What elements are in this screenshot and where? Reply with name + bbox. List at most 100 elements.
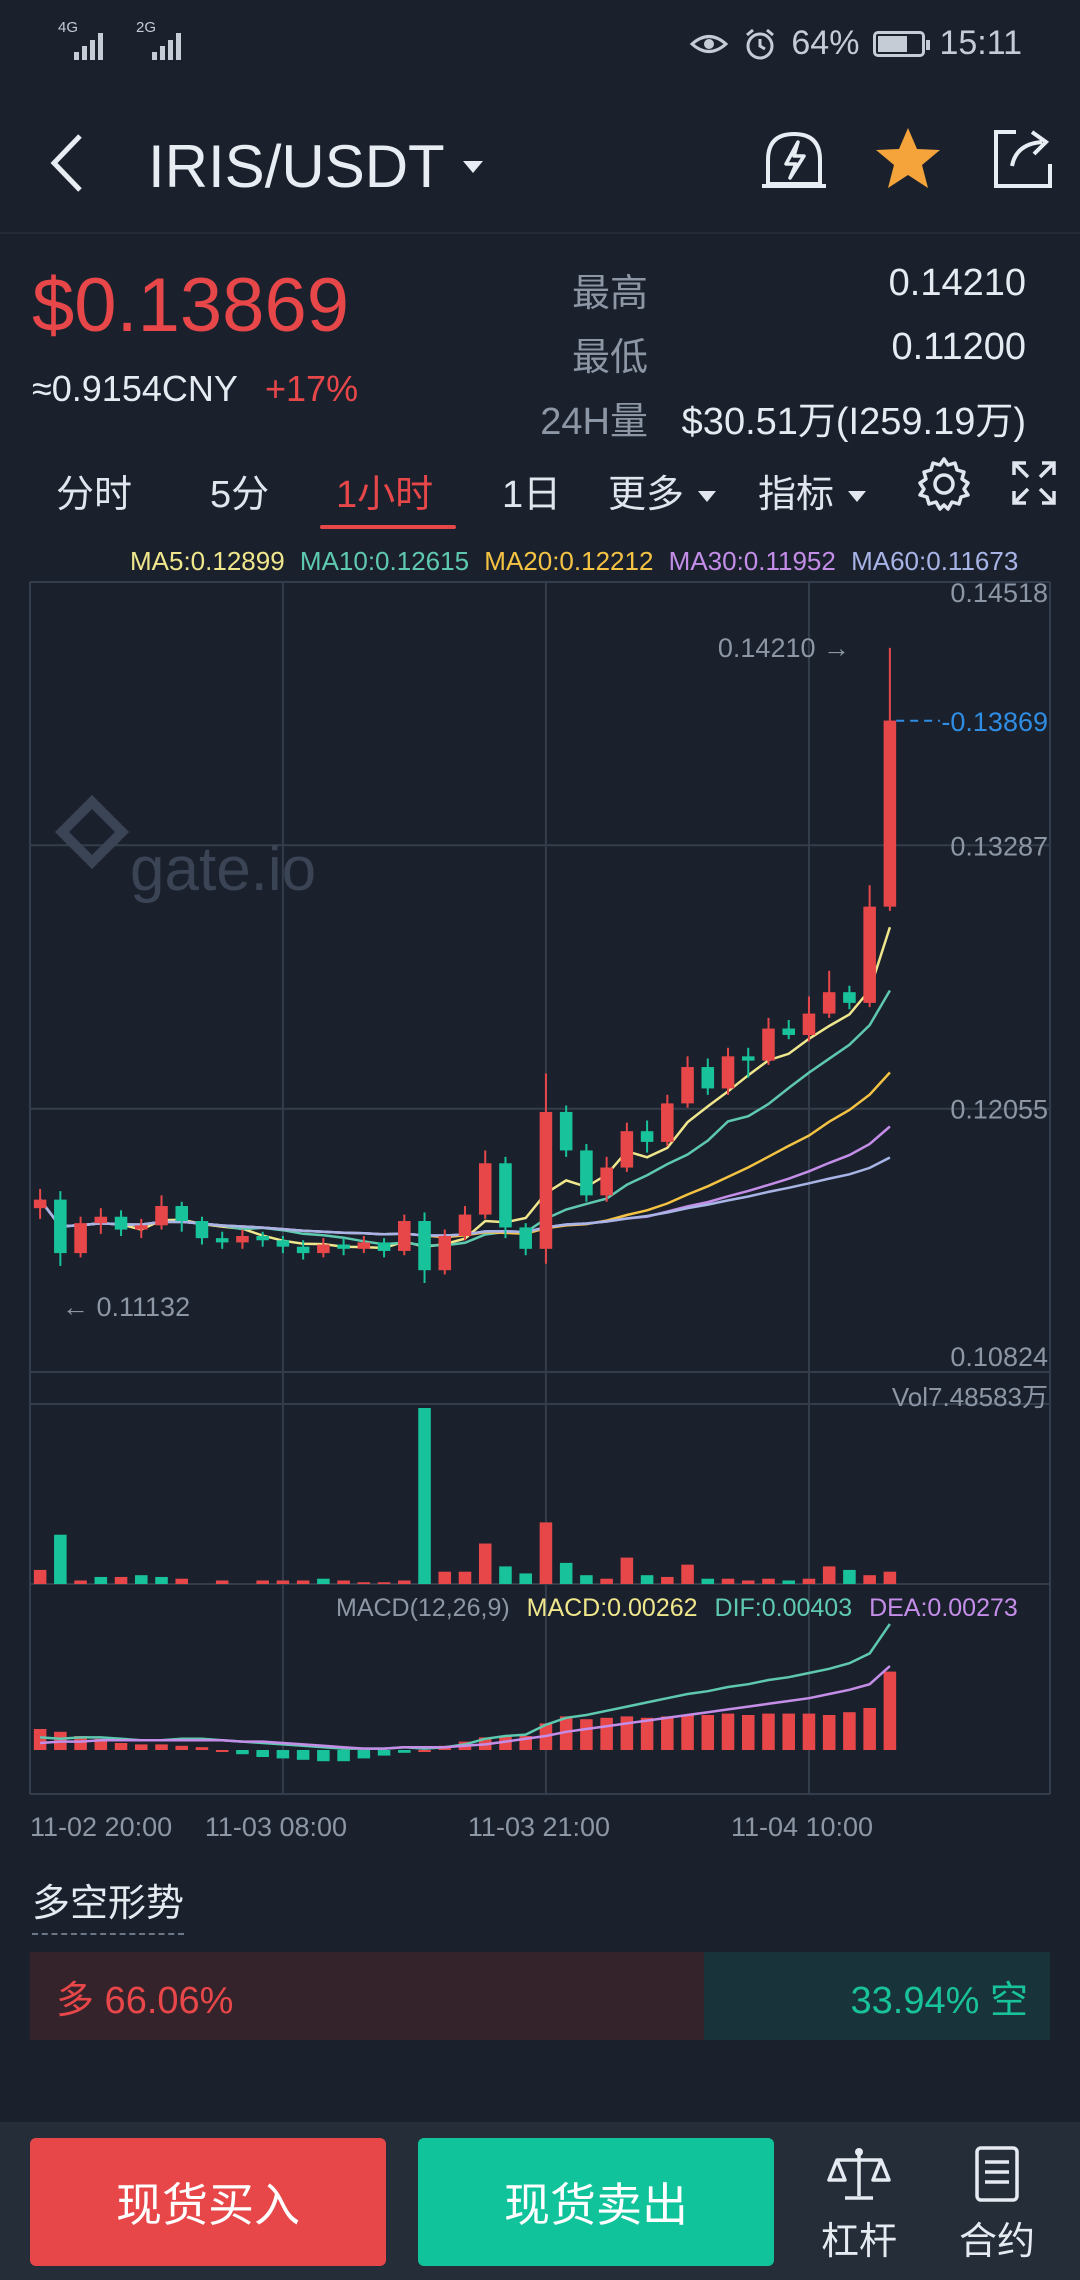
back-arrow-icon[interactable] [40, 128, 100, 198]
volume-bar [135, 1575, 148, 1584]
macd-bar [114, 1743, 128, 1750]
candle-body [215, 1238, 229, 1243]
high-annotation: 0.14210 → [718, 633, 850, 663]
macd-params: MACD(12,26,9) [336, 1594, 510, 1622]
x-tick-label: 11-02 20:00 [30, 1812, 172, 1840]
caret-down-icon [848, 491, 867, 503]
dif-value: DIF:0.00403 [714, 1594, 853, 1622]
high-value: 0.14210 [888, 262, 1026, 304]
volume-bar [863, 1575, 876, 1584]
low-label: 最低 [571, 337, 648, 379]
status-bar: 4G 2G 64% 15:11 [0, 0, 1080, 90]
tab-indicator[interactable]: 指标 [758, 463, 867, 518]
candle-body [600, 1167, 613, 1196]
lightning-bell-icon[interactable] [756, 120, 832, 196]
volume-bar [600, 1578, 613, 1584]
volume-bar [94, 1576, 108, 1584]
short-label: 33.94% 空 [850, 1979, 1028, 2022]
macd-bar [762, 1713, 775, 1750]
battery-percent: 64% [791, 24, 860, 62]
candle-body [195, 1221, 209, 1239]
clock: 15:11 [939, 24, 1022, 62]
alarm-icon [746, 28, 775, 59]
tab-more[interactable]: 更多 [608, 463, 717, 518]
tab-time-share[interactable]: 分时 [56, 474, 133, 516]
watermark-logo: gate.io [54, 794, 316, 904]
candle-body [539, 1111, 553, 1249]
volume-bar [539, 1522, 553, 1584]
macd-bar [600, 1717, 613, 1750]
volume-bar [215, 1580, 229, 1584]
candle-body [721, 1056, 735, 1089]
x-tick-label: 11-03 08:00 [205, 1812, 347, 1840]
candle-body [822, 992, 836, 1014]
volume-bar [843, 1569, 856, 1584]
tab-1hour[interactable]: 1小时 [336, 474, 434, 516]
candle-body [54, 1199, 67, 1254]
volume-bar [54, 1534, 67, 1584]
candle-body [175, 1206, 189, 1222]
volume-bar [337, 1580, 350, 1584]
macd-bar [256, 1750, 269, 1757]
volume-bar [802, 1578, 816, 1584]
candle-body [863, 906, 876, 1003]
kline-chart[interactable]: gate.io Vol7.48583万 0.14518 0.13287 0.1205… [0, 570, 1080, 1840]
volume-value: $30.51万(I259.19万) [681, 401, 1026, 443]
macd-bar [822, 1715, 836, 1750]
bottom-action-bar: 现货买入 现货卖出 杠杆 合约 [0, 2122, 1080, 2280]
y-tick-label: 0.14518 [950, 578, 1048, 608]
dif-line [40, 1623, 891, 1750]
macd-bar [236, 1750, 249, 1755]
volume-bar [276, 1580, 290, 1584]
volume-bar [33, 1569, 47, 1584]
long-short-title[interactable]: 多空形势 [32, 1872, 185, 1935]
high-label: 最高 [571, 273, 648, 315]
volume-bar [620, 1557, 634, 1584]
candle-body [276, 1240, 290, 1247]
volume-bar [296, 1580, 310, 1584]
gear-icon[interactable] [914, 455, 974, 515]
macd-bar [296, 1750, 310, 1760]
macd-bar [155, 1744, 168, 1750]
scale-icon [827, 2148, 891, 2200]
y-tick-label: 0.13287 [950, 831, 1048, 861]
candle-body [762, 1028, 775, 1061]
volume-bar [883, 1571, 897, 1584]
tab-5min[interactable]: 5分 [210, 474, 270, 516]
candle-body [135, 1225, 148, 1230]
leverage-button[interactable]: 杠杆 [804, 2144, 914, 2265]
contract-button[interactable]: 合约 [942, 2144, 1052, 2265]
macd-bar [195, 1747, 209, 1750]
volume-bar [762, 1578, 775, 1584]
candle-body [519, 1227, 532, 1249]
volume-bar [74, 1580, 87, 1584]
candle-body [661, 1103, 674, 1142]
ma60-label: MA60:0.11673 [851, 546, 1019, 576]
macd-bar [701, 1715, 715, 1750]
macd-bar [33, 1729, 47, 1750]
star-icon[interactable] [870, 120, 946, 196]
share-icon[interactable] [984, 120, 1060, 196]
spot-buy-button[interactable]: 现货买入 [30, 2138, 386, 2266]
macd-bar [215, 1750, 229, 1752]
x-tick-label: 11-04 10:00 [731, 1812, 873, 1840]
pair-title: IRIS/USDT [148, 133, 445, 200]
volume-bar [478, 1543, 492, 1584]
ma30-label: MA30:0.11952 [668, 546, 836, 576]
macd-bar [620, 1716, 634, 1750]
macd-bar [418, 1750, 431, 1752]
spot-sell-button[interactable]: 现货卖出 [418, 2138, 774, 2266]
candle-body [418, 1221, 431, 1271]
pair-selector[interactable]: IRIS/USDT [148, 132, 483, 201]
price-change: +17% [265, 368, 359, 409]
network-type-2: 2G [136, 19, 157, 36]
tab-1day[interactable]: 1日 [502, 474, 562, 516]
last-price-label: -0.13869 [941, 707, 1048, 737]
macd-bar [135, 1744, 148, 1750]
macd-bar [782, 1713, 795, 1750]
volume-bar [418, 1408, 431, 1584]
candle-body [782, 1028, 795, 1035]
macd-bar [377, 1750, 391, 1756]
expand-icon[interactable] [1010, 459, 1058, 507]
macd-bar [499, 1736, 512, 1750]
